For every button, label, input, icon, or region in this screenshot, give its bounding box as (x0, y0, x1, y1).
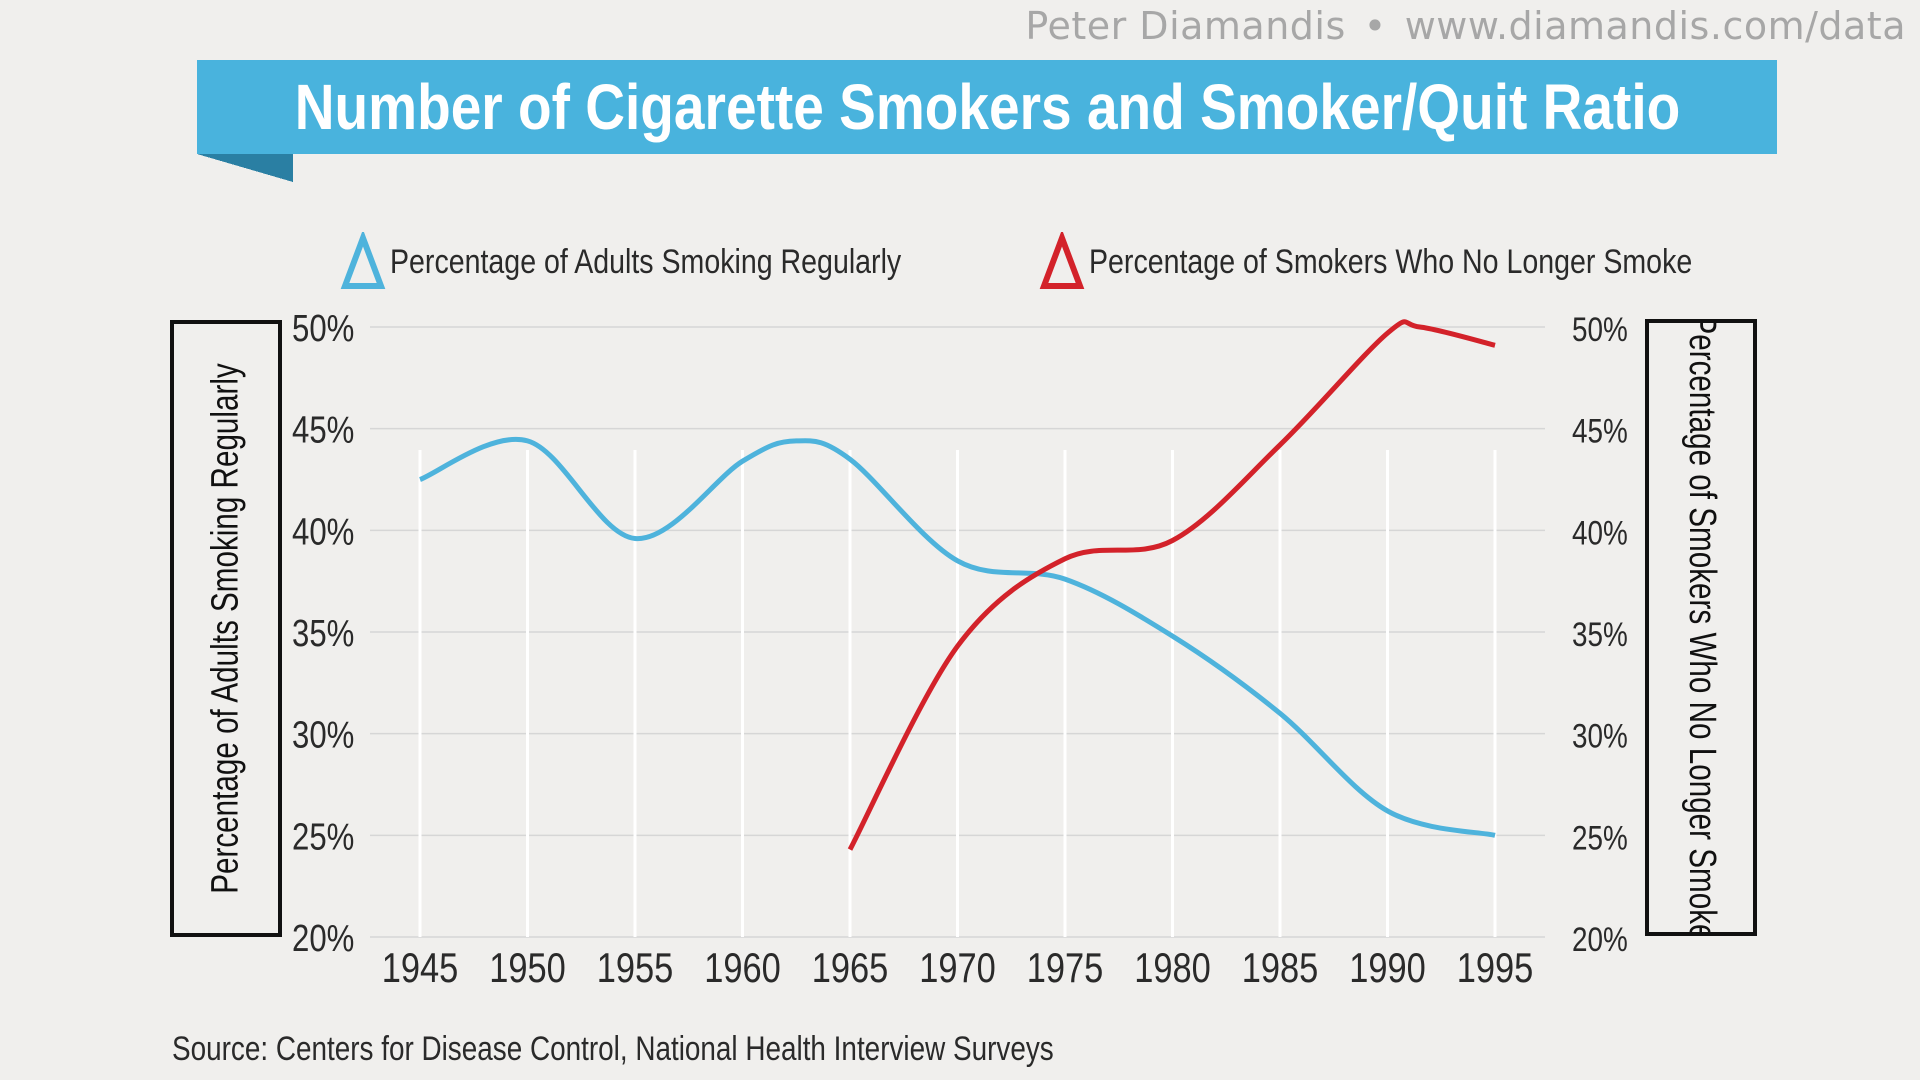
x-tick-label: 1945 (382, 945, 459, 992)
y2-tick-label: 30% (1572, 717, 1628, 755)
x-tick-label: 1955 (597, 945, 674, 992)
legend-label-adults: Percentage of Adults Smoking Regularly (390, 242, 902, 281)
attribution: Peter Diamandis • www.diamandis.com/data (1025, 4, 1906, 48)
x-tick-label: 1960 (704, 945, 781, 992)
left-axis-title-box: Percentage of Adults Smoking Regularly (170, 320, 282, 937)
series-line-quit (847, 319, 1496, 851)
attribution-name: Peter Diamandis (1025, 4, 1346, 48)
title-banner: Number of Cigarette Smokers and Smoker/Q… (197, 60, 1777, 154)
source-note: Source: Centers for Disease Control, Nat… (172, 1030, 1054, 1068)
y2-tick-label: 45% (1572, 412, 1628, 450)
x-tick-label: 1950 (489, 945, 566, 992)
legend-label-quit: Percentage of Smokers Who No Longer Smok… (1088, 242, 1692, 281)
y2-tick-label: 40% (1572, 514, 1628, 552)
y-tick-label: 40% (292, 512, 354, 554)
x-tick-label: 1985 (1242, 945, 1319, 992)
y-tick-label: 20% (292, 918, 354, 960)
y-tick-label: 30% (292, 715, 354, 757)
series-line-adults (419, 436, 1496, 838)
y-tick-label: 25% (292, 817, 354, 859)
chart-title: Number of Cigarette Smokers and Smoker/Q… (294, 71, 1680, 143)
y2-tick-label: 35% (1572, 615, 1628, 653)
y-tick-label: 45% (292, 410, 354, 452)
x-tick-label: 1980 (1134, 945, 1211, 992)
y-tick-label: 50% (292, 308, 354, 350)
legend: Percentage of Adults Smoking Regularly P… (340, 232, 1847, 292)
x-tick-label: 1965 (812, 945, 889, 992)
y2-tick-label: 25% (1572, 819, 1628, 857)
blue-triangle-icon (340, 232, 386, 289)
attribution-url: www.diamandis.com/data (1404, 4, 1906, 48)
y2-tick-label: 20% (1572, 920, 1628, 958)
x-tick-label: 1990 (1349, 945, 1426, 992)
right-axis-title-box: Percentage of Smokers Who No Longer Smok… (1645, 319, 1757, 936)
y-tick-label: 35% (292, 613, 354, 655)
tick-labels: 50% 45% 40% 35% 30% 25% 20% 50% 45% 40% 35% 30% 25% 2… (292, 308, 1628, 992)
attribution-separator: • (1363, 4, 1387, 48)
x-tick-label: 1975 (1027, 945, 1104, 992)
legend-item-adults: Percentage of Adults Smoking Regularly (340, 232, 999, 292)
banner-fold-ribbon (197, 154, 293, 182)
red-triangle-icon (1039, 232, 1084, 289)
series (419, 319, 1496, 851)
x-tick-label: 1970 (919, 945, 996, 992)
x-tick-label: 1995 (1457, 945, 1534, 992)
y2-tick-label: 50% (1572, 310, 1628, 348)
legend-item-quit: Percentage of Smokers Who No Longer Smok… (1039, 232, 1807, 292)
grid (370, 326, 1545, 938)
